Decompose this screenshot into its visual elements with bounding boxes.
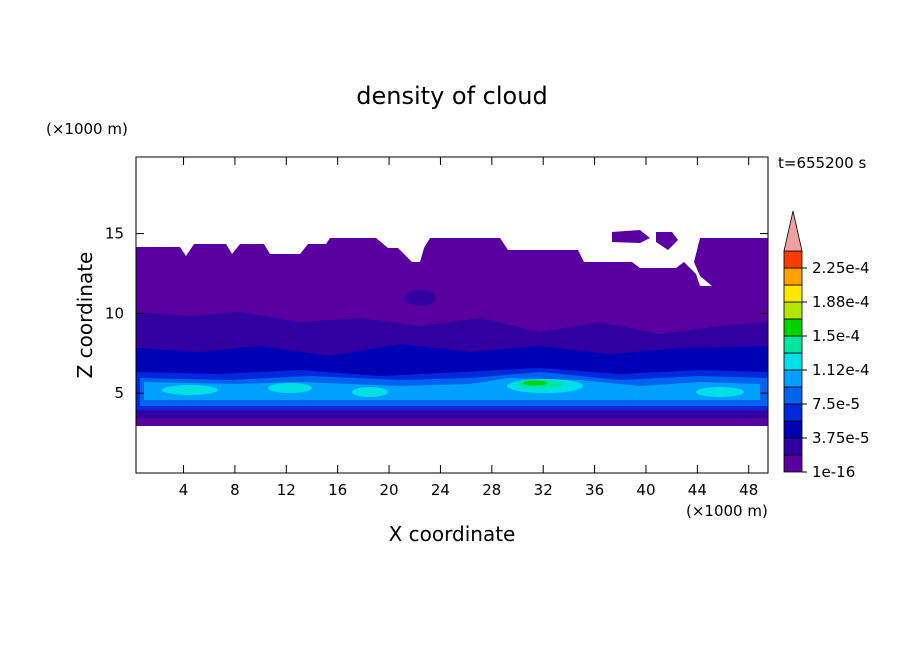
x-tick-label: 24 bbox=[431, 481, 450, 499]
x-tick-label: 16 bbox=[328, 481, 347, 499]
contour-region bbox=[696, 387, 744, 397]
colorbar-band bbox=[783, 386, 803, 405]
x-tick-label: 40 bbox=[636, 481, 655, 499]
x-tick-label: 48 bbox=[739, 481, 758, 499]
contour-field bbox=[136, 230, 768, 426]
colorbar-tick-label: 1.88e-4 bbox=[812, 293, 870, 311]
x-tick-label: 20 bbox=[380, 481, 399, 499]
plot-frame bbox=[135, 156, 769, 474]
x-tick-label: 44 bbox=[688, 481, 707, 499]
colorbar-band bbox=[783, 369, 803, 388]
colorbar-band bbox=[783, 250, 803, 269]
colorbar-tick-label: 2.25e-4 bbox=[812, 259, 870, 277]
colorbar-band bbox=[783, 267, 803, 286]
contour-region bbox=[612, 230, 650, 243]
y-axis-label: Z coordinate bbox=[73, 252, 97, 379]
contour-region bbox=[404, 290, 436, 306]
x-tick-label: 8 bbox=[230, 481, 240, 499]
time-label: t=655200 s bbox=[778, 154, 866, 172]
colorbar-band bbox=[783, 437, 803, 456]
colorbar-overflow bbox=[783, 210, 803, 252]
contour-region bbox=[162, 385, 218, 395]
y-tick-label: 10 bbox=[105, 304, 124, 322]
x-unit: (×1000 m) bbox=[686, 502, 768, 520]
colorbar-band bbox=[783, 352, 803, 371]
y-tick-label: 5 bbox=[114, 384, 124, 402]
contour-region bbox=[656, 232, 678, 250]
x-tick-label: 4 bbox=[179, 481, 189, 499]
colorbar-band bbox=[783, 335, 803, 354]
contour-region bbox=[352, 387, 388, 397]
colorbar-tick-label: 3.75e-5 bbox=[812, 429, 870, 447]
x-axis-label: X coordinate bbox=[389, 522, 516, 546]
contour-region bbox=[523, 380, 547, 386]
x-tick-label: 32 bbox=[534, 481, 553, 499]
chart-title: density of cloud bbox=[356, 82, 547, 110]
colorbar-band bbox=[783, 454, 803, 473]
colorbar-tick-label: 1.12e-4 bbox=[812, 361, 870, 379]
colorbar-tick-label: 7.5e-5 bbox=[812, 395, 860, 413]
contour-region bbox=[268, 383, 312, 393]
y-unit: (×1000 m) bbox=[46, 120, 128, 138]
colorbar-band bbox=[783, 318, 803, 337]
colorbar-band bbox=[783, 420, 803, 439]
contour-region bbox=[136, 410, 768, 418]
colorbar-tick-label: 1e-16 bbox=[812, 463, 855, 481]
x-tick-label: 36 bbox=[585, 481, 604, 499]
x-tick-label: 28 bbox=[482, 481, 501, 499]
x-tick-label: 12 bbox=[277, 481, 296, 499]
colorbar-band bbox=[783, 284, 803, 303]
colorbar-band bbox=[783, 301, 803, 320]
colorbar-band bbox=[783, 403, 803, 422]
colorbar-tick-label: 1.5e-4 bbox=[812, 327, 860, 345]
y-tick-label: 15 bbox=[105, 225, 124, 243]
